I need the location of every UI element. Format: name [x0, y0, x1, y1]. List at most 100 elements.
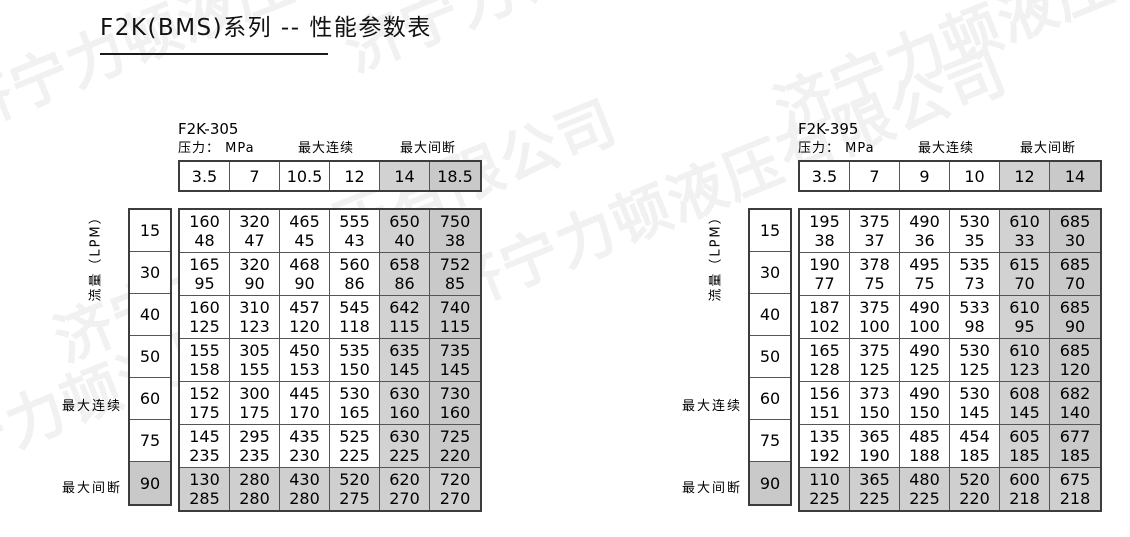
speed-value: 85: [444, 274, 466, 293]
speed-value: 47: [244, 231, 265, 250]
data-cell: 750 38: [430, 210, 480, 252]
torque-value: 685: [1059, 255, 1091, 274]
torque-value: 454: [959, 427, 990, 446]
table-row: 160 125 310 123 457 120 545 118 642 115 740 115: [180, 296, 480, 339]
flow-label-cell: 40: [130, 294, 170, 336]
speed-value: 33: [1014, 231, 1035, 250]
speed-value: 43: [344, 231, 365, 250]
torque-value: 495: [909, 255, 940, 274]
max-continuous-header-label: 最大连续: [298, 141, 355, 156]
header-labels: 压力： MPa 最大连续 最大间断: [178, 137, 480, 156]
data-cell: 642 115: [380, 296, 430, 338]
speed-value: 165: [339, 403, 370, 422]
pressure-cell: 14: [1050, 162, 1100, 190]
pressure-cell: 12: [1000, 162, 1050, 190]
speed-value: 125: [859, 360, 890, 379]
flow-label-cell: 75: [750, 420, 790, 462]
torque-value: 195: [809, 212, 840, 231]
torque-value: 752: [439, 255, 471, 274]
torque-value: 280: [239, 470, 270, 489]
torque-value: 735: [439, 341, 471, 360]
torque-value: 555: [339, 212, 370, 231]
data-cell: 145 235: [180, 425, 230, 467]
torque-value: 608: [1009, 384, 1040, 403]
data-cell: 610 123: [1000, 339, 1050, 381]
speed-value: 98: [964, 317, 985, 336]
speed-value: 125: [189, 317, 220, 336]
speed-value: 145: [1009, 403, 1040, 422]
table-row: 156 151 373 150 490 150 530 145 608 145 682 140: [800, 382, 1100, 425]
side-note-max-intermittent: 最大间断: [681, 481, 742, 496]
speed-value: 150: [909, 403, 940, 422]
speed-value: 225: [859, 489, 890, 508]
table-row: 160 48 320 47 465 45 555 43 650 40 750 38: [180, 210, 480, 253]
speed-value: 75: [914, 274, 935, 293]
torque-value: 525: [339, 427, 370, 446]
table-row: 152 175 300 175 445 170 530 165 630 160 730 160: [180, 382, 480, 425]
speed-value: 151: [809, 403, 840, 422]
speed-value: 153: [289, 360, 320, 379]
speed-value: 120: [1059, 360, 1091, 379]
data-cell: 156 151: [800, 382, 850, 424]
speed-value: 150: [339, 360, 370, 379]
data-cell: 490 150: [900, 382, 950, 424]
speed-value: 115: [389, 317, 420, 336]
torque-value: 295: [239, 427, 270, 446]
torque-value: 160: [189, 298, 220, 317]
speed-value: 128: [809, 360, 840, 379]
torque-value: 600: [1009, 470, 1040, 489]
data-cell: 152 175: [180, 382, 230, 424]
flow-label-cell: 50: [750, 336, 790, 378]
speed-value: 90: [244, 274, 265, 293]
data-cell: 454 185: [950, 425, 1000, 467]
data-cell: 457 120: [280, 296, 330, 338]
data-cell: 305 155: [230, 339, 280, 381]
data-cell: 735 145: [430, 339, 480, 381]
speed-value: 37: [864, 231, 885, 250]
data-cell: 375 37: [850, 210, 900, 252]
data-cell: 530 165: [330, 382, 380, 424]
torque-value: 490: [909, 341, 940, 360]
data-cell: 365 225: [850, 468, 900, 510]
torque-value: 635: [389, 341, 420, 360]
data-cell: 295 235: [230, 425, 280, 467]
data-cell: 490 36: [900, 210, 950, 252]
torque-value: 165: [189, 255, 220, 274]
flow-label-cell: 90: [130, 462, 170, 504]
speed-value: 270: [389, 489, 420, 508]
speed-value: 218: [1059, 489, 1091, 508]
table-row: 145 235 295 235 435 230 525 225 630 225 725 220: [180, 425, 480, 468]
torque-value: 490: [909, 212, 940, 231]
torque-value: 530: [959, 341, 990, 360]
title-block: F2K(BMS)系列 -- 性能参数表: [100, 8, 432, 55]
speed-value: 102: [809, 317, 840, 336]
torque-value: 152: [189, 384, 220, 403]
data-cell: 365 190: [850, 425, 900, 467]
torque-value: 605: [1009, 427, 1040, 446]
speed-value: 235: [189, 446, 220, 465]
pressure-label: 压力： MPa: [178, 141, 255, 156]
torque-value: 187: [809, 298, 840, 317]
side-note-max-continuous: 最大连续: [61, 399, 122, 414]
data-grid: 160 48 320 47 465 45 555 43 650 40 750 38 165 95 320 90…: [178, 208, 482, 512]
speed-value: 160: [389, 403, 420, 422]
speed-value: 90: [1064, 317, 1086, 336]
speed-value: 35: [964, 231, 985, 250]
speed-value: 225: [809, 489, 840, 508]
torque-value: 535: [959, 255, 990, 274]
torque-value: 560: [339, 255, 370, 274]
torque-value: 682: [1059, 384, 1091, 403]
torque-value: 677: [1059, 427, 1091, 446]
data-cell: 165 128: [800, 339, 850, 381]
speed-value: 125: [959, 360, 990, 379]
flow-label-column: 15 30 40 50 60 75 90: [128, 208, 172, 506]
speed-value: 170: [289, 403, 320, 422]
speed-value: 123: [239, 317, 270, 336]
torque-value: 375: [859, 298, 890, 317]
speed-value: 188: [909, 446, 940, 465]
data-cell: 110 225: [800, 468, 850, 510]
torque-value: 720: [439, 470, 471, 489]
data-cell: 530 35: [950, 210, 1000, 252]
torque-value: 375: [859, 341, 890, 360]
torque-value: 650: [389, 212, 420, 231]
